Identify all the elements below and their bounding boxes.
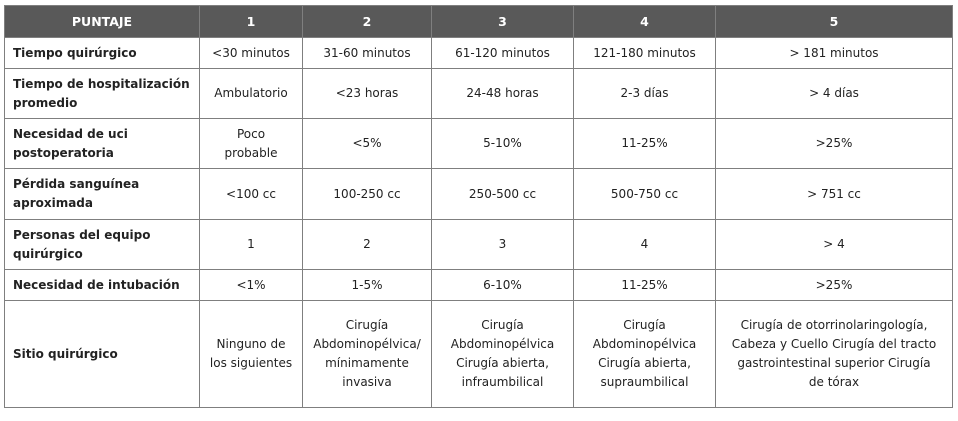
table-cell: > 4 xyxy=(715,219,953,270)
table-row-necesidad-uci: Necesidad de uci postoperatoria Poco pro… xyxy=(4,118,953,169)
table-cell: 61-120 minutos xyxy=(431,37,574,69)
row-label: Sitio quirúrgico xyxy=(4,300,200,408)
table-cell: <23 horas xyxy=(302,68,432,119)
table-row-personas-equipo: Personas del equipo quirúrgico 1 2 3 4 >… xyxy=(4,219,953,270)
table-cell: > 181 minutos xyxy=(715,37,953,69)
table-cell: 1 xyxy=(199,219,303,270)
row-label: Tiempo quirúrgico xyxy=(4,37,200,69)
table-cell: Ambulatorio xyxy=(199,68,303,119)
header-row: PUNTAJE 1 2 3 4 5 xyxy=(4,5,953,38)
table-cell: Cirugía Abdominopélvica Cirugía abierta,… xyxy=(573,300,716,408)
table-cell: > 4 días xyxy=(715,68,953,119)
table-cell: <1% xyxy=(199,269,303,301)
table-cell: >25% xyxy=(715,269,953,301)
table-cell: 1-5% xyxy=(302,269,432,301)
table-cell: 500-750 cc xyxy=(573,168,716,220)
table-cell: 2-3 días xyxy=(573,68,716,119)
table-cell: Ninguno de los siguientes xyxy=(199,300,303,408)
table-row-tiempo-quirurgico: Tiempo quirúrgico <30 minutos 31-60 minu… xyxy=(4,37,953,69)
table-cell: 121-180 minutos xyxy=(573,37,716,69)
table-cell: <100 cc xyxy=(199,168,303,220)
table-cell: > 751 cc xyxy=(715,168,953,220)
row-label: Pérdida sanguínea aproximada xyxy=(4,168,200,220)
table-row-tiempo-hospitalizacion: Tiempo de hospitalización promedio Ambul… xyxy=(4,68,953,119)
row-label: Personas del equipo quirúrgico xyxy=(4,219,200,270)
table-row-sitio-quirurgico: Sitio quirúrgico Ninguno de los siguient… xyxy=(4,300,953,408)
header-cell-3: 3 xyxy=(431,5,574,38)
table-cell: 250-500 cc xyxy=(431,168,574,220)
table-cell: Cirugía Abdominopélvica/ mínimamente inv… xyxy=(302,300,432,408)
header-cell-2: 2 xyxy=(302,5,432,38)
table-cell: Poco probable xyxy=(199,118,303,169)
table-row-necesidad-intubacion: Necesidad de intubación <1% 1-5% 6-10% 1… xyxy=(4,269,953,301)
header-cell-puntaje: PUNTAJE xyxy=(4,5,200,38)
table-cell: Cirugía de otorrinolaringología, Cabeza … xyxy=(715,300,953,408)
surgical-score-table: PUNTAJE 1 2 3 4 5 Tiempo quirúrgico <30 … xyxy=(4,5,953,408)
header-cell-1: 1 xyxy=(199,5,303,38)
table-cell: 11-25% xyxy=(573,269,716,301)
table-cell: <30 minutos xyxy=(199,37,303,69)
row-label: Necesidad de uci postoperatoria xyxy=(4,118,200,169)
row-label: Tiempo de hospitalización promedio xyxy=(4,68,200,119)
table-cell: 24-48 horas xyxy=(431,68,574,119)
table-cell: 11-25% xyxy=(573,118,716,169)
table-cell: <5% xyxy=(302,118,432,169)
table-cell: 31-60 minutos xyxy=(302,37,432,69)
table-cell: >25% xyxy=(715,118,953,169)
table-cell: 2 xyxy=(302,219,432,270)
table-row-perdida-sanguinea: Pérdida sanguínea aproximada <100 cc 100… xyxy=(4,168,953,220)
table-cell: Cirugía Abdominopélvica Cirugía abierta,… xyxy=(431,300,574,408)
row-label: Necesidad de intubación xyxy=(4,269,200,301)
table-cell: 6-10% xyxy=(431,269,574,301)
table-cell: 5-10% xyxy=(431,118,574,169)
header-cell-4: 4 xyxy=(573,5,716,38)
table-cell: 3 xyxy=(431,219,574,270)
table-cell: 4 xyxy=(573,219,716,270)
table-cell: 100-250 cc xyxy=(302,168,432,220)
header-cell-5: 5 xyxy=(715,5,953,38)
